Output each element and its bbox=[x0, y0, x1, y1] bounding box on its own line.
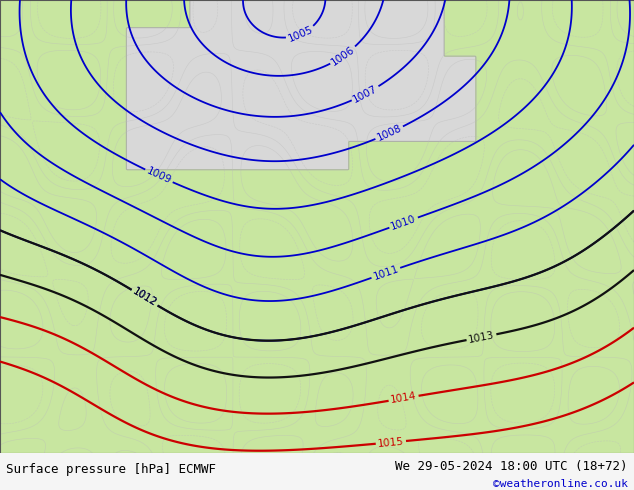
Text: ©weatheronline.co.uk: ©weatheronline.co.uk bbox=[493, 480, 628, 490]
Text: 1010: 1010 bbox=[389, 214, 418, 232]
Text: 1006: 1006 bbox=[330, 44, 357, 68]
Text: 1007: 1007 bbox=[351, 83, 379, 104]
Text: We 29-05-2024 18:00 UTC (18+72): We 29-05-2024 18:00 UTC (18+72) bbox=[395, 460, 628, 473]
Text: Surface pressure [hPa] ECMWF: Surface pressure [hPa] ECMWF bbox=[6, 463, 216, 476]
Text: 1011: 1011 bbox=[372, 264, 400, 282]
Text: 1012: 1012 bbox=[131, 287, 158, 309]
Text: 1015: 1015 bbox=[377, 436, 404, 448]
Text: 1005: 1005 bbox=[287, 24, 314, 44]
Text: 1013: 1013 bbox=[467, 330, 495, 344]
Text: 1008: 1008 bbox=[375, 123, 403, 143]
Text: 1012: 1012 bbox=[131, 287, 158, 309]
Text: 1009: 1009 bbox=[145, 166, 173, 186]
Text: 1014: 1014 bbox=[390, 391, 417, 405]
